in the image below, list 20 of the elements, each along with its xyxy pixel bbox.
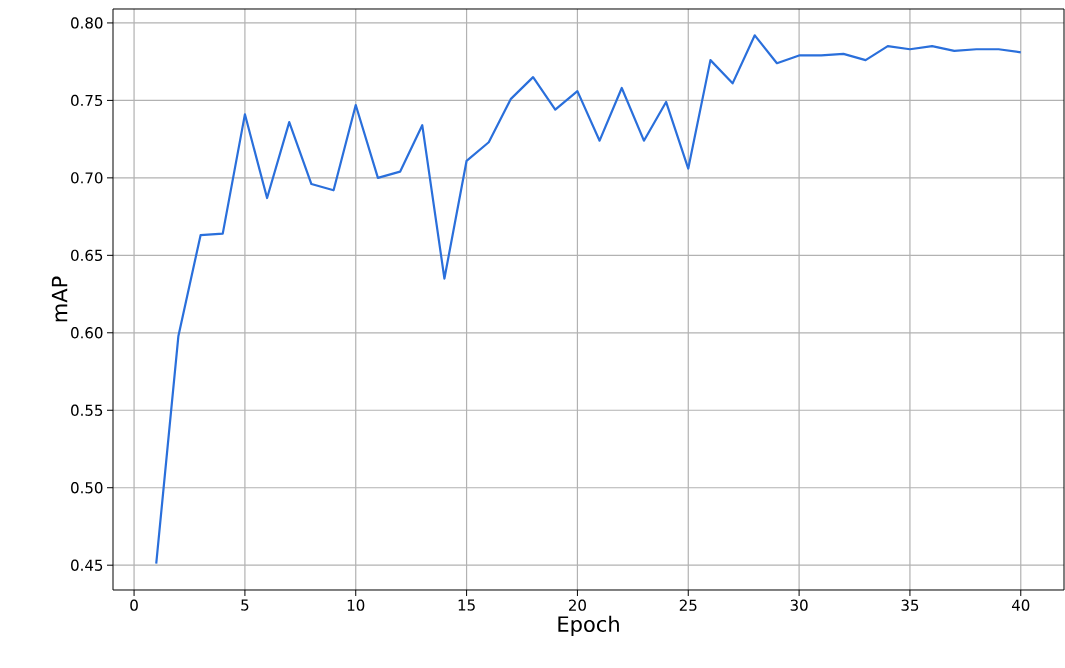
y-tick-label: 0.45 bbox=[71, 559, 103, 571]
x-tick-label: 15 bbox=[458, 599, 475, 611]
x-tick-label: 40 bbox=[1011, 599, 1030, 611]
y-tick-label: 0.80 bbox=[71, 17, 103, 29]
x-axis-title: Epoch bbox=[558, 615, 619, 637]
x-tick-label: 10 bbox=[347, 599, 365, 611]
x-tick-label: 25 bbox=[679, 599, 697, 611]
y-tick-label: 0.50 bbox=[71, 482, 103, 494]
x-tick-label: 35 bbox=[901, 599, 919, 611]
y-axis-title: mAP bbox=[51, 276, 68, 322]
x-tick-label: 0 bbox=[130, 599, 138, 611]
line-series bbox=[155, 34, 1022, 565]
y-tick-label: 0.60 bbox=[71, 327, 103, 339]
x-tick-label: 30 bbox=[790, 599, 808, 611]
y-tick-label: 0.65 bbox=[71, 249, 103, 262]
x-tick-label: 5 bbox=[241, 599, 249, 611]
y-tick-label: 0.55 bbox=[71, 404, 103, 416]
x-tick-label: 20 bbox=[568, 599, 586, 611]
y-tick-label: 0.70 bbox=[71, 172, 103, 184]
y-tick-label: 0.75 bbox=[71, 94, 103, 107]
